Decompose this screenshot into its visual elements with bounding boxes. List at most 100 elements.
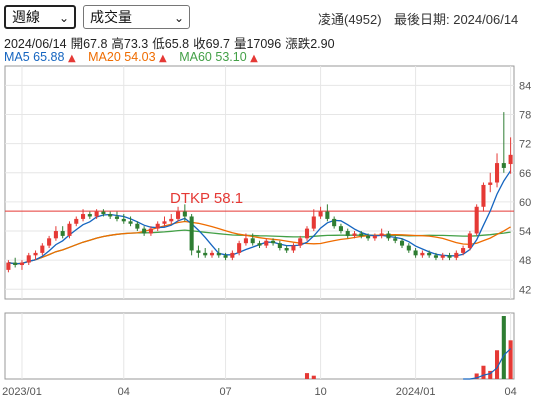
candle-body: [121, 218, 126, 222]
y-tick-label: 54: [519, 226, 531, 238]
candle: [209, 250, 215, 258]
candle: [277, 240, 282, 251]
up-arrow-icon: ▲: [67, 53, 76, 64]
candle-body: [399, 240, 405, 246]
candle: [332, 216, 337, 229]
candle-body: [243, 238, 248, 244]
candle: [94, 209, 99, 219]
ma20-legend: MA20 54.03 ▲: [88, 50, 167, 64]
stock-name: 凌通(4952): [318, 12, 382, 27]
candle-body: [237, 243, 242, 253]
candle-body: [114, 216, 120, 219]
period-select[interactable]: 週線 ⌄: [4, 5, 76, 29]
candle-body: [284, 248, 289, 251]
ma5-value: MA5 65.88: [4, 50, 65, 64]
x-tick-label: 2024/01: [396, 386, 436, 398]
candle: [114, 211, 120, 222]
candle: [440, 252, 445, 261]
candle-body: [332, 218, 337, 227]
candle-body: [81, 214, 86, 219]
candle: [74, 216, 79, 227]
candle-body: [33, 252, 38, 256]
candle: [311, 209, 316, 232]
y-tick-label: 66: [519, 168, 531, 180]
candle-body: [189, 216, 194, 251]
candle-body: [447, 255, 452, 258]
candle: [135, 221, 140, 232]
candle: [488, 172, 493, 193]
candle: [291, 243, 296, 253]
candle: [162, 216, 167, 227]
indicator-select[interactable]: 成交量 ⌄: [83, 5, 190, 29]
candle: [189, 214, 194, 256]
candle: [481, 182, 486, 212]
candle: [494, 153, 500, 188]
candle-body: [372, 235, 377, 239]
candle: [101, 209, 106, 217]
chevron-down-icon: ⌄: [58, 11, 69, 25]
candle: [60, 226, 65, 239]
candle-body: [474, 206, 479, 234]
x-tick-label: 2023/01: [2, 386, 42, 398]
candle-body: [60, 231, 65, 236]
candle: [142, 226, 147, 236]
candle: [454, 250, 459, 261]
candle: [128, 216, 133, 227]
candle-body: [26, 255, 31, 263]
quote-open: 開67.8: [70, 37, 108, 51]
y-tick-label: 60: [519, 197, 531, 209]
candle-body: [311, 216, 316, 229]
candle-body: [148, 228, 153, 234]
candle: [338, 223, 343, 234]
candle: [182, 204, 187, 222]
y-tick-label: 72: [519, 139, 531, 151]
price-panel-frame: [4, 65, 515, 300]
indicator-select-value: 成交量: [90, 9, 132, 25]
candle-body: [420, 252, 425, 256]
quote-close: 收69.7: [193, 37, 230, 51]
candle-body: [74, 218, 79, 224]
candle: [284, 245, 289, 253]
candle: [148, 226, 153, 236]
candle-body: [501, 163, 506, 168]
volume-bar: [494, 350, 500, 379]
candle: [352, 231, 357, 239]
candle-body: [13, 262, 18, 266]
candle-body: [94, 211, 99, 217]
candle-body: [128, 221, 133, 224]
candle-body: [162, 221, 167, 224]
candle: [508, 137, 513, 174]
grid-lines: [5, 66, 514, 379]
candle-body: [386, 233, 391, 239]
candle: [359, 231, 364, 239]
candle-body: [196, 250, 201, 253]
candle-body: [481, 184, 486, 207]
candle-body: [338, 226, 343, 232]
candle-body: [413, 250, 418, 256]
y-tick-label: 48: [519, 255, 531, 267]
candle: [216, 248, 221, 258]
quote-high: 高73.3: [111, 37, 149, 51]
candle: [33, 250, 38, 261]
x-tick-label: 04: [118, 386, 130, 398]
candle-body: [345, 231, 350, 236]
volume-bar: [474, 373, 479, 379]
period-select-value: 週線: [12, 9, 40, 25]
candle-body: [352, 233, 357, 236]
candle: [6, 260, 11, 273]
ma60-legend: MA60 53.10 ▲: [179, 50, 258, 64]
candle-body: [182, 211, 187, 217]
candle-body: [264, 240, 269, 246]
candle: [257, 240, 262, 249]
candle: [250, 233, 255, 246]
candle: [399, 238, 405, 249]
candle: [53, 226, 58, 241]
quote-row: 2024/06/14 開67.8 高73.3 低65.8 收69.7 量17096 漲跌2.…: [4, 33, 339, 52]
candle: [169, 214, 174, 224]
candle-body: [393, 238, 398, 241]
candle: [230, 250, 235, 261]
candle-body: [223, 255, 228, 258]
candle: [501, 112, 506, 173]
ma-legend: MA5 65.88 ▲ MA20 54.03 ▲ MA60 53.10 ▲: [4, 50, 267, 64]
